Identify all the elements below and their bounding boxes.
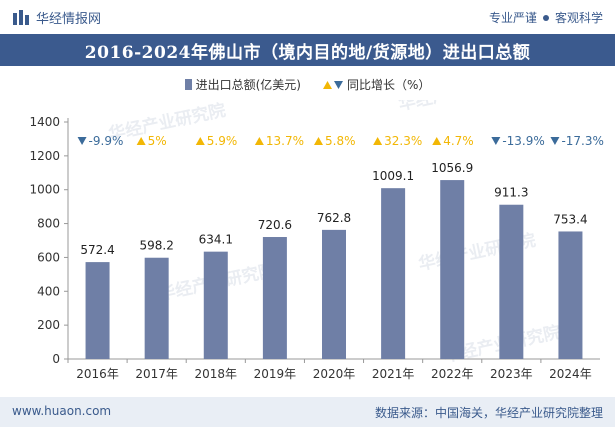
- bar: [322, 229, 346, 359]
- bar-value-label: 720.6: [258, 218, 292, 232]
- growth-up-marker: [254, 137, 264, 145]
- x-tick-label: 2022年: [431, 367, 474, 381]
- bar-value-label: 762.8: [317, 211, 351, 225]
- bar: [262, 237, 287, 359]
- growth-label: -17.3%: [561, 134, 603, 148]
- separator-dot-icon: [542, 14, 549, 21]
- x-tick-label: 2021年: [372, 367, 415, 381]
- legend-label: 同比增长（%）: [346, 78, 431, 92]
- bar-value-label: 1009.1: [372, 169, 414, 183]
- bar-value-label: 911.3: [494, 186, 528, 200]
- brand: 华经情报网: [12, 8, 101, 27]
- y-tick-label: 1400: [29, 115, 60, 129]
- header-tag: 客观科学: [554, 11, 603, 25]
- growth-up-marker: [432, 137, 442, 145]
- growth-label: 4.7%: [443, 134, 474, 148]
- x-tick-label: 2020年: [313, 367, 356, 381]
- y-tick-label: 0: [52, 352, 60, 366]
- bar: [381, 188, 406, 359]
- data-source: 数据来源：中国海关，华经产业研究院整理: [374, 406, 603, 420]
- growth-up-marker: [136, 137, 146, 145]
- chart-title: 2016-2024年佛山市（境内目的地/货源地）进出口总额: [84, 42, 531, 63]
- top-bar: 华经情报网 专业严谨 客观科学: [0, 0, 615, 34]
- growth-label: 5.8%: [325, 134, 356, 148]
- bar: [440, 180, 465, 359]
- y-tick-label: 1000: [29, 183, 60, 197]
- growth-down-marker: [550, 137, 560, 145]
- website-link[interactable]: www.huaon.com: [12, 404, 112, 418]
- legend-triangle-icon: [322, 80, 343, 90]
- bar-value-label: 598.2: [139, 239, 173, 253]
- title-bar: 2016-2024年佛山市（境内目的地/货源地）进出口总额: [0, 34, 615, 66]
- growth-up-marker: [195, 137, 205, 145]
- growth-down-marker: [491, 137, 501, 145]
- bar: [144, 257, 169, 359]
- legend-label: 进出口总额(亿美元): [195, 78, 301, 92]
- bar: [203, 251, 228, 359]
- y-tick-label: 400: [37, 284, 60, 298]
- growth-label: 5.9%: [207, 134, 238, 148]
- bar-chart: 华经产业研究院华经产业研究院华经产业研究院华经产业研究院华经产业研究院 0200…: [29, 100, 603, 381]
- growth-down-marker: [77, 137, 87, 145]
- footer: www.huaon.com 数据来源：中国海关，华经产业研究院整理: [0, 397, 615, 427]
- growth-label: 32.3%: [384, 134, 422, 148]
- bar-value-label: 572.4: [80, 243, 114, 257]
- growth-label: 5%: [148, 134, 167, 148]
- growth-label: -13.9%: [502, 134, 544, 148]
- x-tick-label: 2017年: [135, 367, 178, 381]
- header-tags: 专业严谨 客观科学: [489, 9, 603, 26]
- bar: [85, 262, 110, 359]
- bar: [558, 231, 583, 359]
- bar-value-label: 634.1: [199, 233, 233, 247]
- y-tick-label: 1200: [29, 149, 60, 163]
- bar-value-label: 1056.9: [431, 161, 473, 175]
- growth-label: -9.9%: [89, 134, 124, 148]
- legend: 进出口总额(亿美元) 同比增长（%）: [0, 76, 615, 93]
- y-tick-label: 600: [37, 250, 60, 264]
- y-tick-label: 200: [37, 318, 60, 332]
- x-tick-label: 2024年: [549, 367, 592, 381]
- legend-item-total: 进出口总额(亿美元): [184, 76, 301, 93]
- legend-item-growth: 同比增长（%）: [322, 76, 431, 93]
- bar: [499, 204, 524, 359]
- growth-up-marker: [373, 137, 383, 145]
- y-tick-label: 800: [37, 217, 60, 231]
- brand-name: 华经情报网: [36, 12, 102, 27]
- legend-bar-swatch-icon: [184, 79, 192, 90]
- growth-up-marker: [314, 137, 323, 145]
- x-tick-label: 2019年: [254, 367, 297, 381]
- header-tag: 专业严谨: [488, 11, 537, 25]
- x-tick-label: 2018年: [195, 367, 238, 381]
- growth-label: 13.7%: [266, 134, 304, 148]
- bar-value-label: 753.4: [553, 212, 587, 226]
- brand-logo-icon: [13, 9, 29, 25]
- x-tick-label: 2023年: [490, 367, 533, 381]
- watermark-text: 华经产业研究院: [397, 100, 518, 115]
- x-tick-label: 2016年: [76, 367, 119, 381]
